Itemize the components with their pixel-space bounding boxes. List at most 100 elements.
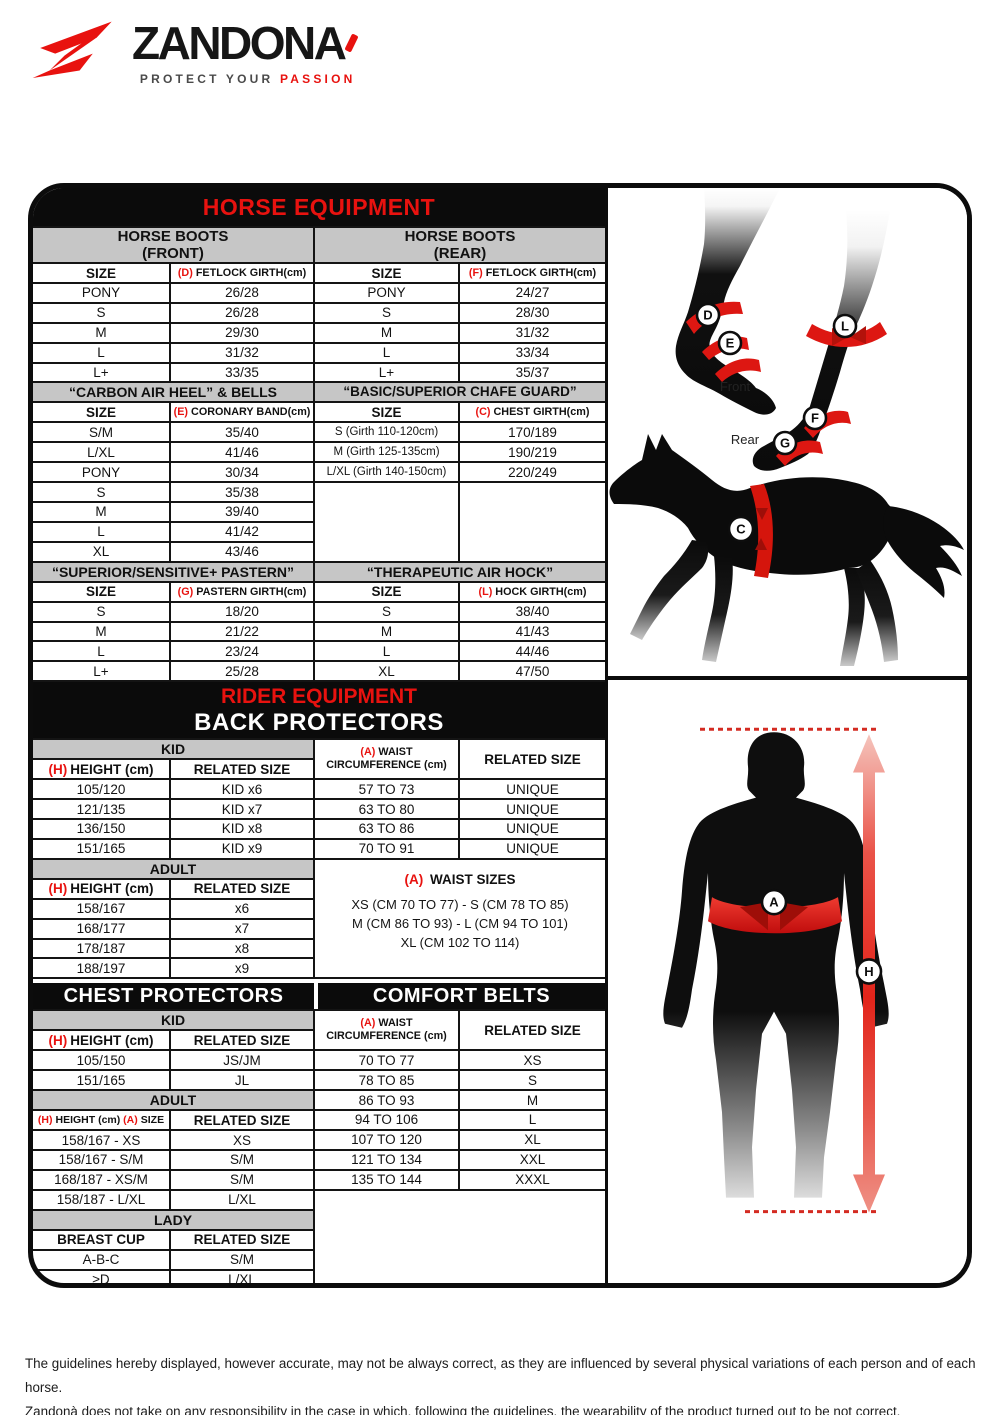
- illustration-divider: [608, 676, 967, 680]
- table-cell: 136/150: [33, 820, 169, 838]
- table-cell: 41/43: [460, 622, 605, 641]
- table-cell: 105/150: [33, 1051, 169, 1070]
- table-cell: x8: [171, 939, 313, 958]
- table-cell: 47/50: [460, 662, 605, 681]
- table-cell: M: [315, 323, 458, 342]
- table-cell: L/XL: [171, 1190, 313, 1209]
- table-cell: XL: [33, 542, 169, 561]
- bp-adult-rows: 158/167 x6 168/177 x7 178/187 x8 188/197 x9: [33, 899, 313, 978]
- table-cell: 70 TO 91: [315, 839, 458, 858]
- table-cell: PONY: [33, 284, 169, 302]
- table-cell: UNIQUE: [460, 820, 605, 838]
- table-cell: M: [315, 622, 458, 641]
- marker-A: A: [760, 888, 788, 916]
- rider-equipment-title-band: RIDER EQUIPMENT BACK PROTECTORS: [33, 682, 605, 739]
- svg-text:A: A: [769, 895, 779, 910]
- table-cell: UNIQUE: [460, 839, 605, 858]
- table-cell: 107 TO 120: [315, 1130, 458, 1149]
- table-cell: XXXL: [460, 1170, 605, 1189]
- pastern-title: “SUPERIOR/SENSITIVE+ PASTERN”: [33, 562, 313, 581]
- table-cell: 30/34: [171, 463, 313, 482]
- table-cell: 168/187 - XS/M: [33, 1170, 169, 1189]
- rider-equipment-title: RIDER EQUIPMENT: [220, 685, 417, 709]
- size-chart-panel: HORSE EQUIPMENT HORSE BOOTS (FRONT) SIZE…: [28, 183, 972, 1288]
- table-cell: 190/219: [460, 443, 605, 462]
- chest-belts-section: KID (H) HEIGHT (cm) RELATED SIZE 105/150…: [33, 1011, 605, 1283]
- table-cell: 135 TO 144: [315, 1170, 458, 1189]
- table-cell: 151/165: [33, 1071, 169, 1090]
- front-label: Front: [720, 379, 751, 394]
- brand-text: ZANDONA: [132, 17, 347, 69]
- table-cell: M: [33, 503, 169, 521]
- brand-accent-mark: [344, 33, 360, 53]
- empty-cell: [460, 483, 605, 561]
- table-cell: 41/46: [171, 443, 313, 462]
- marker-G: G: [772, 430, 798, 456]
- bp-height-tables: KID (H) HEIGHT (cm) RELATED SIZE 105/120…: [33, 740, 313, 978]
- table-cell: XL: [315, 662, 458, 681]
- table-cell: S: [460, 1071, 605, 1090]
- bp-kid-rows: 105/120 KID x6 121/135 KID x7 136/150 KID x8 1…: [33, 780, 313, 858]
- z-mark-icon: [32, 21, 112, 78]
- table-cell: 168/177: [33, 919, 169, 938]
- horse-measurement-illustration: D E Front: [609, 188, 964, 666]
- table-cell: S (Girth 110-120cm): [315, 423, 458, 442]
- rear-boots-header: HORSE BOOTS (REAR): [315, 228, 605, 262]
- svg-text:F: F: [811, 411, 819, 426]
- illustrations-column: D E Front: [605, 188, 967, 1283]
- horse-boots-section: HORSE BOOTS (FRONT) SIZE (D) FETLOCK GIR…: [33, 228, 605, 382]
- chafe-rows: S (Girth 110-120cm) 170/189 M (Girth 125-1…: [315, 423, 605, 561]
- table-cell: JL: [171, 1071, 313, 1090]
- table-cell: KID x8: [171, 820, 313, 838]
- svg-text:H: H: [864, 964, 873, 979]
- table-cell: L+: [33, 363, 169, 382]
- empty-cell: [315, 1190, 605, 1283]
- table-cell: S: [315, 602, 458, 621]
- marker-D: D: [695, 302, 721, 328]
- heel-chafe-section: “CARBON AIR HEEL” & BELLS SIZE (E) CORON…: [33, 383, 605, 561]
- hock-title: “THERAPEUTIC AIR HOCK”: [315, 562, 605, 581]
- tables-column: HORSE EQUIPMENT HORSE BOOTS (FRONT) SIZE…: [33, 188, 605, 1283]
- table-cell: XS: [460, 1051, 605, 1070]
- table-cell: x7: [171, 919, 313, 938]
- horse-diagram: D E Front: [608, 188, 967, 676]
- table-cell: ≥D: [33, 1270, 169, 1283]
- hock-table: “THERAPEUTIC AIR HOCK” SIZE (L) HOCK GIR…: [315, 562, 605, 681]
- table-cell: S: [33, 303, 169, 322]
- table-cell: KID x7: [171, 800, 313, 819]
- table-cell: L/XL: [33, 443, 169, 462]
- rear-label: Rear: [731, 432, 760, 447]
- table-cell: 33/34: [460, 343, 605, 362]
- disclaimer: The guidelines hereby displayed, however…: [25, 1352, 977, 1415]
- disclaimer-line-2: Zandonà does not take on any responsibil…: [25, 1404, 901, 1415]
- rear-leg-illustration: L F G Rear: [731, 210, 890, 471]
- bp-adult-bar: ADULT: [33, 859, 313, 878]
- zandona-logo: ZANDONA PROTECT YOUR PASSION: [28, 16, 360, 86]
- marker-C: C: [727, 515, 755, 543]
- pastern-rows: S 18/20 M 21/22 L 23/24 L+ 25/28: [33, 602, 313, 681]
- table-cell: M (Girth 125-135cm): [315, 443, 458, 462]
- table-cell: 178/187: [33, 939, 169, 958]
- comfort-belts-title: COMFORT BELTS: [318, 983, 605, 1010]
- table-cell: 220/249: [460, 463, 605, 482]
- table-cell: XXL: [460, 1150, 605, 1169]
- table-cell: 35/37: [460, 363, 605, 382]
- empty-cell: [315, 483, 458, 561]
- chafe-guard-table: “BASIC/SUPERIOR CHAFE GUARD” SIZE (C) CH…: [315, 383, 605, 561]
- table-cell: 57 TO 73: [315, 780, 458, 799]
- table-cell: 158/167 - S/M: [33, 1151, 169, 1169]
- table-cell: L: [33, 522, 169, 541]
- cp-adult-bar: ADULT: [33, 1091, 313, 1110]
- table-cell: L: [315, 343, 458, 362]
- table-cell: 21/22: [171, 622, 313, 641]
- table-cell: PONY: [315, 284, 458, 302]
- table-cell: S/M: [171, 1170, 313, 1189]
- table-cell: A-B-C: [33, 1250, 169, 1269]
- table-cell: 26/28: [171, 303, 313, 322]
- table-cell: M: [33, 323, 169, 342]
- table-cell: S: [33, 483, 169, 502]
- svg-text:E: E: [726, 336, 735, 351]
- table-cell: L+: [33, 662, 169, 681]
- tables-stack: HORSE EQUIPMENT HORSE BOOTS (FRONT) SIZE…: [33, 188, 605, 1283]
